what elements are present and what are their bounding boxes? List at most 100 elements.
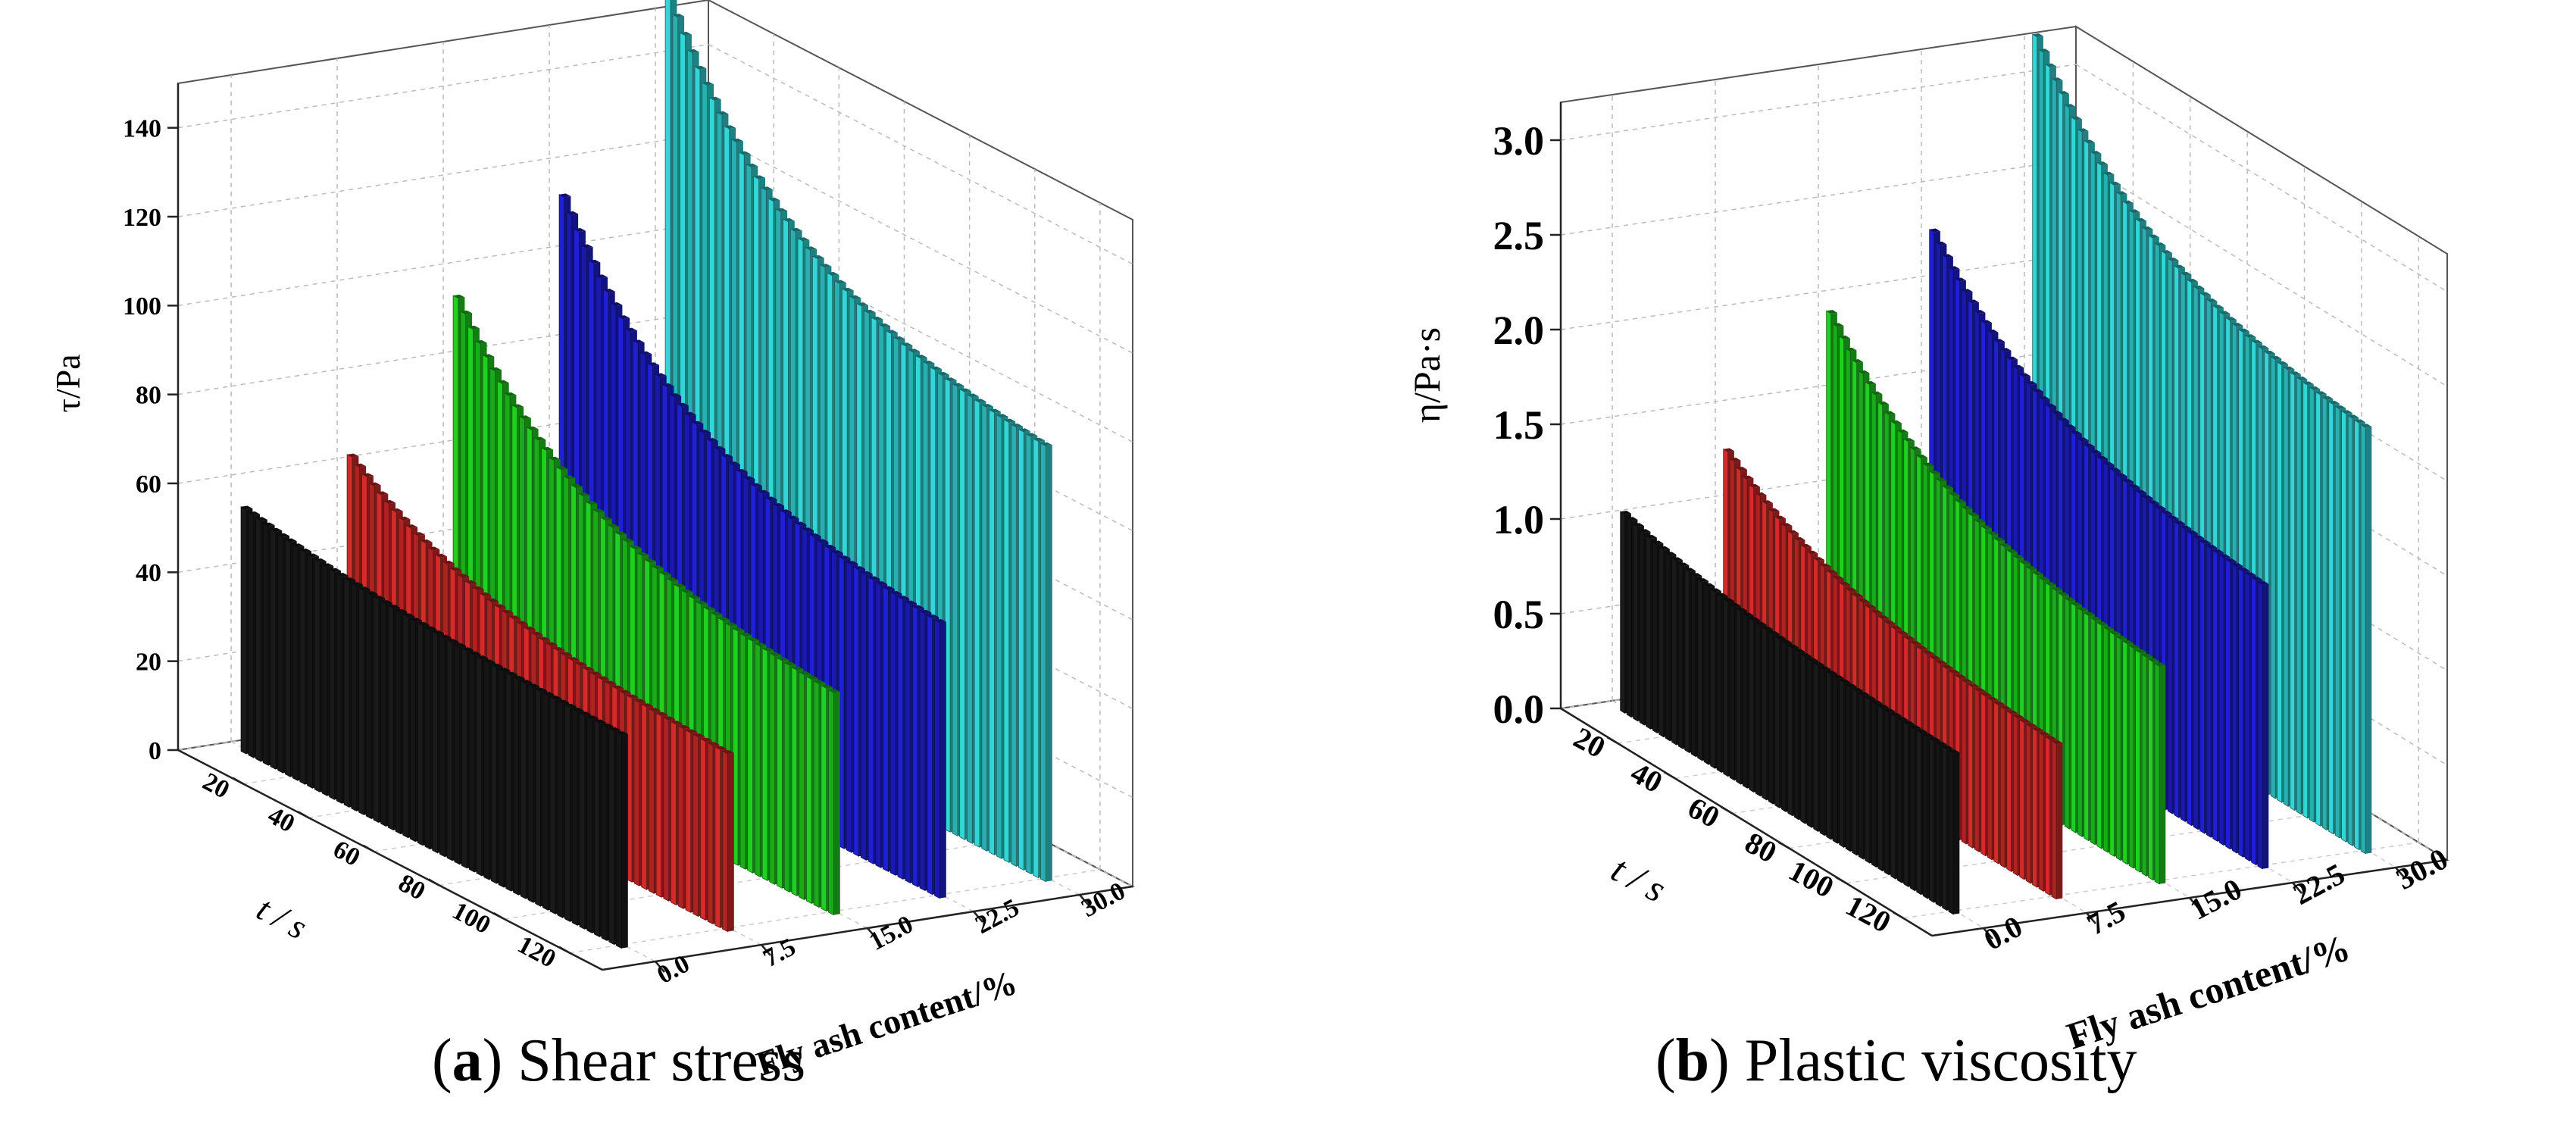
bar-top-30.0-7 xyxy=(717,111,729,115)
bar-top-22.5-21 xyxy=(2065,424,2076,428)
bar-top-7.5-9 xyxy=(1781,523,1793,527)
bar-top-30.0-47 xyxy=(1011,424,1023,427)
bar-22.5-48 xyxy=(912,605,918,888)
bar-top-15.0-45 xyxy=(2116,635,2127,639)
bar-top-30.0-34 xyxy=(2251,339,2262,344)
bar-top-7.5-40 xyxy=(641,703,653,708)
bar-0.0-50 xyxy=(1942,746,1948,911)
bar-0.0-5 xyxy=(277,533,284,774)
bar-0.0-9 xyxy=(1677,562,1683,750)
bar-top-7.5-0 xyxy=(347,453,359,458)
bar-top-7.5-33 xyxy=(1936,660,1947,664)
z-tick-label: 1.5 xyxy=(1493,402,1545,448)
t-axis-title: t / s xyxy=(1605,847,1673,910)
bar-top-30.0-5 xyxy=(702,81,714,86)
bar-top-15.0-37 xyxy=(2065,597,2076,602)
bar-top-0.0-7 xyxy=(1665,552,1677,556)
bar-top-0.0-8 xyxy=(299,549,312,552)
bar-top-15.0-33 xyxy=(696,600,708,605)
bar-top-7.5-30 xyxy=(567,657,580,661)
bar-top-22.5-40 xyxy=(853,566,865,570)
bar-top-15.0-47 xyxy=(2129,644,2140,649)
bar-top-22.5-0 xyxy=(559,193,571,198)
bar-top-15.0-35 xyxy=(711,611,723,616)
bar-top-22.5-22 xyxy=(721,454,733,458)
t-tick-3 xyxy=(427,878,440,886)
bar-30.0-51 xyxy=(2360,424,2366,855)
bar-top-15.0-28 xyxy=(659,571,671,575)
bar-top-0.0-21 xyxy=(1755,621,1767,626)
bar-0.0-38 xyxy=(520,680,527,899)
bar-top-30.0-15 xyxy=(775,208,788,212)
bar-22.5-42 xyxy=(868,577,874,864)
bar-0.0-8 xyxy=(299,549,306,785)
bar-0.0-10 xyxy=(1684,567,1690,754)
bar-7.5-50 xyxy=(714,746,721,929)
bar-0.0-34 xyxy=(491,664,497,884)
bar-0.0-30 xyxy=(1813,662,1819,833)
bar-top-30.0-46 xyxy=(2328,400,2340,405)
bar-top-30.0-25 xyxy=(849,295,861,299)
bar-top-22.5-43 xyxy=(2206,545,2218,549)
bar-top-7.5-7 xyxy=(399,516,411,521)
bar-top-30.0-24 xyxy=(842,287,854,292)
bar-top-22.5-9 xyxy=(1987,329,1999,333)
t-tick-4 xyxy=(1835,876,1847,884)
bar-top-22.5-24 xyxy=(736,468,748,473)
bar-top-22.5-27 xyxy=(758,489,770,494)
bar-top-7.5-26 xyxy=(1890,625,1902,630)
bar-top-30.0-28 xyxy=(871,316,883,320)
bar-side-7.5-51 xyxy=(2056,743,2063,899)
bar-top-7.5-10 xyxy=(420,539,433,543)
bar-top-7.5-4 xyxy=(1749,483,1760,488)
bar-top-22.5-50 xyxy=(2251,577,2262,580)
bar-top-30.0-51 xyxy=(2361,424,2372,428)
bar-top-15.0-40 xyxy=(2084,611,2095,616)
bar-top-30.0-14 xyxy=(2122,200,2134,205)
bar-top-7.5-6 xyxy=(1762,500,1773,505)
bar-0.0-4 xyxy=(1646,535,1652,730)
bar-top-22.5-7 xyxy=(611,302,623,306)
bar-top-0.0-51 xyxy=(1949,749,1960,754)
bar-top-0.0-1 xyxy=(1627,517,1638,521)
bar-top-7.5-49 xyxy=(2039,731,2050,736)
bar-top-0.0-47 xyxy=(1923,733,1934,737)
bar-7.5-42 xyxy=(1993,702,1999,864)
bar-top-15.0-8 xyxy=(1877,401,1889,405)
bar-22.5-41 xyxy=(861,571,867,861)
bar-0.0-29 xyxy=(1806,658,1812,829)
bar-top-7.5-44 xyxy=(671,721,683,725)
bar-top-7.5-42 xyxy=(1993,701,2005,705)
bar-22.5-46 xyxy=(897,596,904,880)
bar-top-30.0-7 xyxy=(2077,128,2089,133)
bar-top-0.0-32 xyxy=(1826,671,1837,675)
bar-top-0.0-34 xyxy=(1839,679,1850,683)
bar-top-15.0-26 xyxy=(1993,537,2005,542)
bar-top-7.5-3 xyxy=(369,482,381,486)
bar-top-22.5-32 xyxy=(795,521,807,526)
bar-top-22.5-17 xyxy=(684,411,696,416)
bar-top-7.5-28 xyxy=(1903,636,1915,640)
bar-top-30.0-19 xyxy=(805,246,817,251)
bar-top-15.0-10 xyxy=(1890,420,1902,424)
bar-top-15.0-9 xyxy=(1884,411,1896,415)
bar-top-30.0-37 xyxy=(2271,355,2282,360)
bar-top-30.0-36 xyxy=(2264,350,2275,355)
bar-top-30.0-13 xyxy=(761,186,773,191)
bar-top-0.0-2 xyxy=(1633,523,1644,527)
bar-top-0.0-41 xyxy=(1884,708,1896,713)
bar-0.0-18 xyxy=(1736,608,1742,785)
bar-top-15.0-1 xyxy=(460,310,473,314)
z-tick-label: 3.0 xyxy=(1493,118,1545,164)
bar-top-7.5-34 xyxy=(597,676,609,680)
bar-top-7.5-15 xyxy=(457,574,470,578)
bar-top-15.0-51 xyxy=(2155,662,2166,667)
bar-top-0.0-12 xyxy=(329,567,341,572)
bar-top-0.0-35 xyxy=(499,667,511,672)
bar-top-0.0-3 xyxy=(263,522,275,527)
bar-top-22.5-40 xyxy=(2187,530,2198,534)
bar-top-15.0-39 xyxy=(2077,607,2089,611)
bar-top-30.0-31 xyxy=(2232,323,2243,327)
bar-top-15.0-14 xyxy=(1916,455,1927,458)
bar-top-22.5-51 xyxy=(934,619,946,623)
